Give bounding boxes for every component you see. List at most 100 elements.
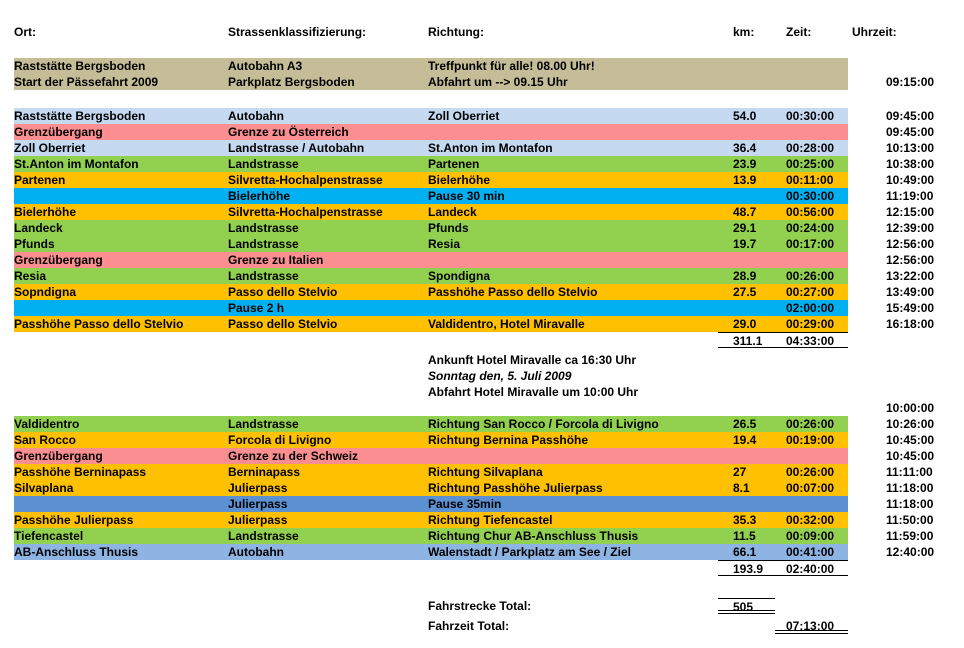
section1-totals-band: 311.1 04:33:00 [14, 332, 848, 348]
cell-zeit: 00:32:00 [786, 513, 835, 527]
cell-strasse: Silvretta-Hochalpenstrasse [228, 205, 383, 219]
meeting-band: Raststätte Bergsboden Start der Pässefah… [14, 58, 848, 90]
cell-km: 26.5 [733, 417, 757, 431]
table-row: Raststätte Bergsboden Autobahn Zoll Oberri… [0, 108, 950, 124]
row-band: Bielerhöhe Pause 30 min 00:30:00 [14, 188, 848, 204]
cell-strasse: Pause 2 h [228, 301, 285, 315]
cell-richtung: Richtung Bernina Passhöhe [428, 433, 589, 447]
cell-strasse: Grenze zu Österreich [228, 125, 349, 139]
cell-ort: San Rocco [14, 433, 77, 447]
table-row: Sopndigna Passo dello Stelvio Passhöhe Pas… [0, 284, 950, 300]
row-band: Zoll Oberriet Landstrasse / Autobahn St.An… [14, 140, 848, 156]
cell-strasse: Julierpass [228, 513, 288, 527]
row-band: Partenen Silvretta-Hochalpenstrasse Bieler… [14, 172, 848, 188]
column-header-ort: Ort: [14, 25, 36, 39]
cell-uhrzeit: 13:22:00 [886, 269, 935, 283]
row-band: Passhöhe Julierpass Julierpass Richtung Ti… [14, 512, 848, 528]
cell-richtung: Valdidentro, Hotel Miravalle [428, 317, 585, 331]
cell-km [718, 448, 775, 464]
row-band: Passhöhe Berninapass Berninapass Richtung … [14, 464, 848, 480]
cell-zeit: 00:28:00 [786, 141, 835, 155]
section2-total-zeit: 02:40:00 [786, 562, 835, 576]
cell-km: 27 [733, 465, 747, 479]
table-row: St.Anton im Montafon Landstrasse Partenen 2… [0, 156, 950, 172]
table-row: Pfunds Landstrasse Resia 19.7 00:17:00 12:56:… [0, 236, 950, 252]
cell-strasse: Landstrasse [228, 221, 299, 235]
table-row: Grenzübergang Grenze zu der Schweiz 10:45:… [0, 448, 950, 464]
cell-zeit: 00:56:00 [786, 205, 835, 219]
table-row: Valdidentro Landstrasse Richtung San Rocco… [0, 416, 950, 432]
cell-ort: Silvaplana [14, 481, 74, 495]
header-row: Ort: Strassenklassifizierung: Richtung: … [0, 24, 950, 40]
fahrstrecke-total-value: 505 [718, 598, 775, 614]
cell-ort: Pfunds [14, 237, 55, 251]
cell-richtung: Pause 35min [428, 497, 502, 511]
cell-km: 28.9 [733, 269, 757, 283]
cell-km: 27.5 [733, 285, 757, 299]
table-row: Passhöhe Passo dello Stelvio Passo dello … [0, 316, 950, 332]
cell-zeit: 00:27:00 [786, 285, 835, 299]
table-row: Partenen Silvretta-Hochalpenstrasse Bieler… [0, 172, 950, 188]
fahrzeit-total-value: 07:13:00 [775, 618, 848, 634]
cell-strasse: Grenze zu der Schweiz [228, 449, 359, 463]
table-row: Zoll Oberriet Landstrasse / Autobahn St.An… [0, 140, 950, 156]
cell-zeit: 00:09:00 [786, 529, 835, 543]
cell-strasse: Julierpass [228, 497, 288, 511]
cell-zeit: 00:26:00 [786, 465, 835, 479]
section1-totals-border: 311.1 04:33:00 [718, 332, 848, 348]
cell-uhrzeit: 11:59:00 [886, 529, 934, 543]
table-row: Grenzübergang Grenze zu Italien 12:56:00 [0, 252, 950, 268]
cell-richtung [428, 560, 718, 576]
cell-strasse: Passo dello Stelvio [228, 317, 338, 331]
cell-ort: Raststätte Bergsboden Start der Pässefah… [14, 58, 228, 90]
cell-strasse: Berninapass [228, 465, 301, 479]
cell-strasse: Landstrasse [228, 237, 299, 251]
meeting-ort-line1: Raststätte Bergsboden [14, 59, 146, 73]
cell-ort: St.Anton im Montafon [14, 157, 139, 171]
cell-zeit: 00:26:00 [786, 417, 835, 431]
cell-zeit: 00:19:00 [786, 433, 835, 447]
cell-zeit [775, 496, 848, 512]
cell-zeit: 00:30:00 [786, 109, 835, 123]
cell-ort: Grenzübergang [14, 449, 103, 463]
fahrzeit-total-band: Fahrzeit Total: 07:13:00 [14, 618, 848, 634]
row-band: Grenzübergang Grenze zu Österreich [14, 124, 848, 140]
fahrstrecke-total-label: Fahrstrecke Total: [428, 599, 532, 613]
cell-uhrzeit: 15:49:00 [886, 301, 935, 315]
fahrzeit-total-row: Fahrzeit Total: 07:13:00 [0, 618, 848, 634]
cell-richtung [428, 332, 718, 348]
cell-strasse: Grenze zu Italien [228, 253, 324, 267]
cell-uhrzeit: 09:15:00 [848, 58, 950, 90]
cell-ort: AB-Anschluss Thusis [14, 545, 139, 559]
cell-km [718, 124, 775, 140]
cell-km [718, 300, 775, 316]
cell-strasse [228, 560, 428, 576]
cell-zeit: 00:24:00 [786, 221, 835, 235]
cell-richtung: Resia [428, 237, 461, 251]
cell-zeit: 00:26:00 [786, 269, 835, 283]
cell-strasse: Passo dello Stelvio [228, 285, 338, 299]
cell-richtung: Treffpunkt für alle! 08.00 Uhr! Abfahrt … [428, 58, 718, 90]
section2-totals-band: 193.9 02:40:00 [14, 560, 848, 576]
cell-richtung: Partenen [428, 157, 480, 171]
cell-km [718, 618, 775, 634]
cell-ort: Zoll Oberriet [14, 141, 86, 155]
cell-zeit: 00:29:00 [786, 317, 835, 331]
note-date: Sonntag den, 5. Juli 2009 [428, 369, 572, 383]
cell-strasse: Autobahn [228, 545, 284, 559]
cell-km: 66.1 [733, 545, 757, 559]
cell-strasse: Autobahn A3 Parkplatz Bergsboden [228, 58, 428, 90]
cell-ort: Tiefencastel [14, 529, 84, 543]
table-row: Julierpass Pause 35min 11:18:00 [0, 496, 950, 512]
cell-uhrzeit: 10:26:00 [886, 417, 935, 431]
cell-uhrzeit: 12:15:00 [886, 205, 935, 219]
cell-zeit: 00:11:00 [786, 173, 834, 187]
cell-ort: Passhöhe Passo dello Stelvio [14, 317, 184, 331]
table-row: San Rocco Forcola di Livigno Richtung Bern… [0, 432, 950, 448]
column-header-strassenklassifizierung: Strassenklassifizierung: [228, 25, 367, 39]
cell-km: 8.1 [733, 481, 750, 495]
section2-totals-row: 193.9 02:40:00 [0, 560, 848, 576]
cell-km: 19.7 [733, 237, 757, 251]
cell-zeit [775, 58, 848, 90]
cell-ort: Bielerhöhe [14, 205, 77, 219]
